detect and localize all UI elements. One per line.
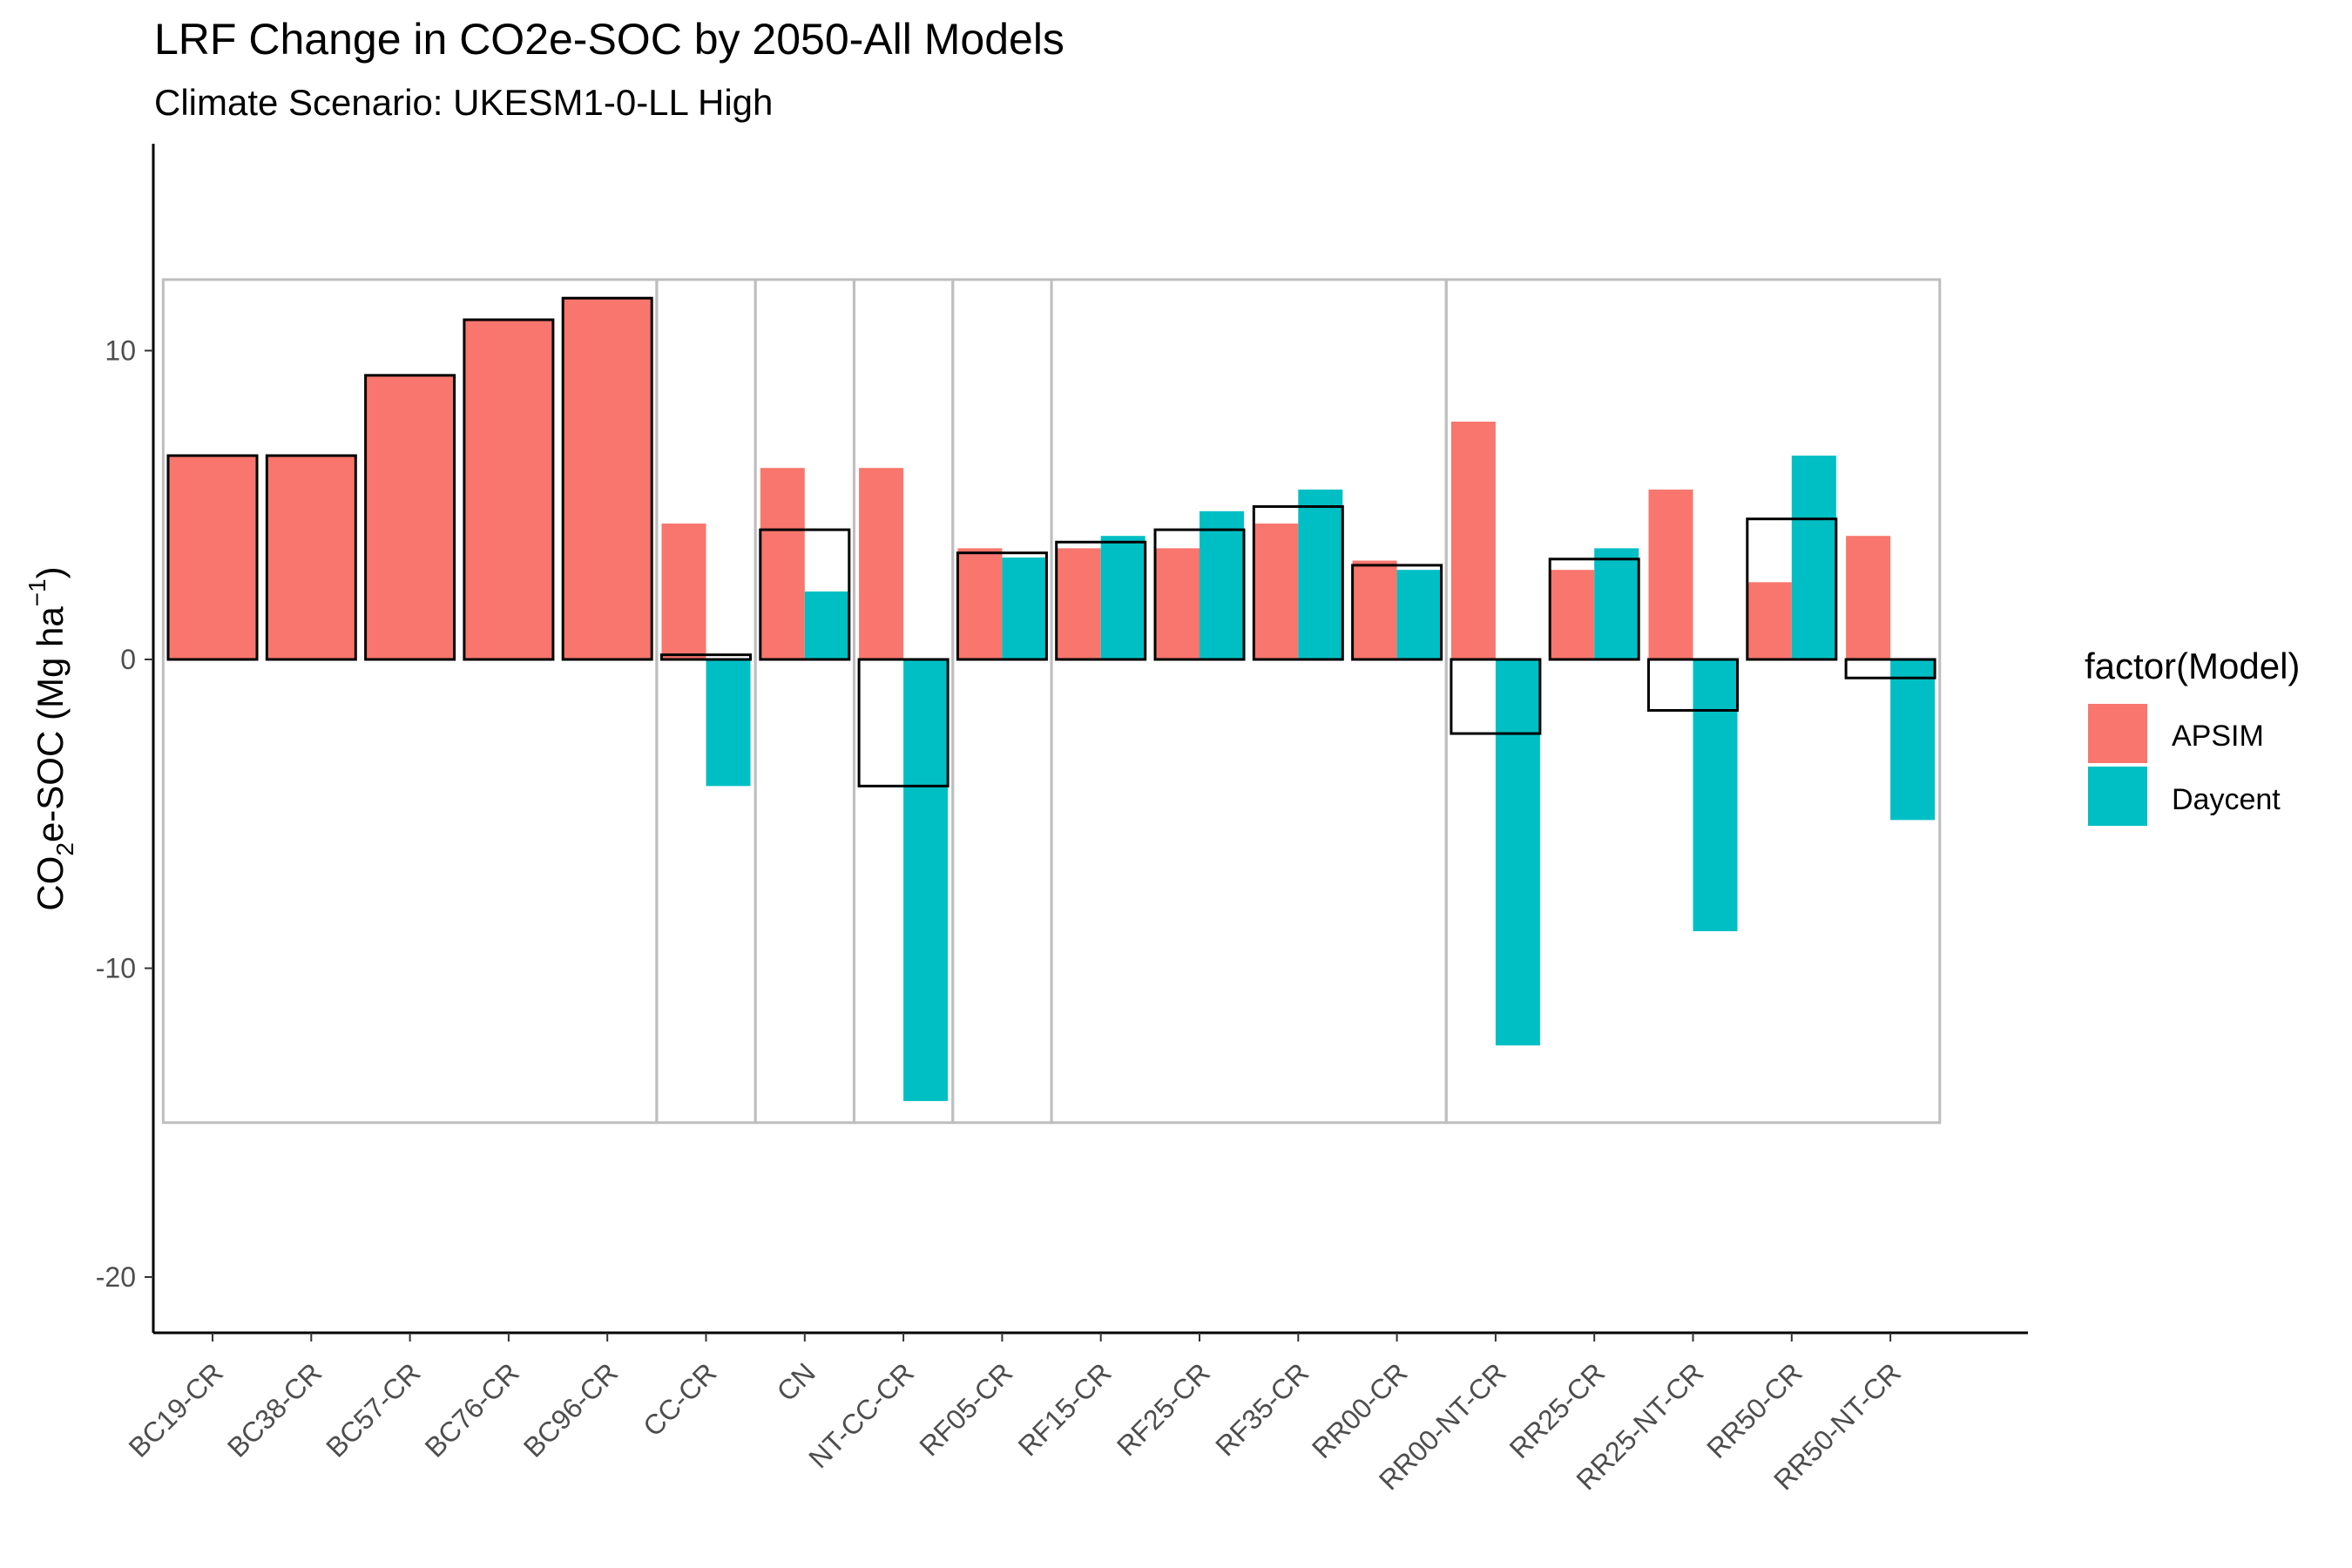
bar-apsim [1155,548,1200,659]
legend-label-apsim: APSIM [2172,720,2264,753]
y-tick-label: 10 [105,335,136,367]
mean-outline-bar [166,454,259,661]
x-tick-label: RF15-CR [1012,1356,1118,1462]
bar-daycent [1495,659,1540,1046]
mean-outline-bar [660,653,752,661]
x-tick-label: BC38-CR [221,1356,328,1463]
bar-apsim [1648,490,1693,659]
group-box [1050,278,1448,1125]
y-axis-title-sup: −1 [24,578,51,606]
x-tick-label: BC57-CR [320,1356,426,1463]
bar-daycent [1002,558,1047,659]
mean-outlines [166,296,1936,787]
bar-apsim [1450,422,1496,659]
mean-outline-bar [857,658,950,787]
bar-apsim [563,298,652,659]
bar-apsim [1056,548,1101,659]
group-boxes [161,278,1942,1125]
mean-outline-bar [463,318,555,661]
bar-daycent [706,659,751,787]
x-tick-label: CN [771,1356,821,1407]
mean-outline-bar [759,528,851,661]
mean-outline-bar [1450,658,1542,735]
x-tick-label: RF05-CR [913,1356,1018,1462]
x-tick-label: RF35-CR [1209,1356,1315,1462]
bar-apsim [957,548,1003,659]
y-axis-title: CO2e-SOC (Mg ha−1) [24,566,78,910]
bar-apsim [661,524,706,659]
bar-daycent [1100,536,1146,659]
mean-outline-bar [1844,658,1936,679]
mean-outline-bar [265,454,357,661]
bar-daycent [1396,570,1442,659]
bar-apsim [1254,524,1299,659]
mean-outline-bar [364,374,456,661]
legend-swatch-apsim [2088,704,2147,763]
mean-outline-bar [1351,564,1443,661]
bar-apsim [760,468,805,659]
bar-apsim [1550,570,1595,659]
bar-daycent [1298,490,1343,659]
y-ticks: 10 0 -10 -20 [96,335,153,1293]
x-tick-label: BC19-CR [123,1356,229,1463]
bar-apsim [1747,582,1792,659]
bar-daycent [1693,659,1738,931]
mean-outline-bar [561,296,653,661]
group-box [951,278,1053,1125]
y-axis-title-close: ) [30,566,71,578]
mean-outline-bar [1548,558,1640,661]
mean-outline-bar [1647,658,1739,712]
bar-apsim [859,468,904,659]
mean-outline-bar [1055,540,1147,661]
x-tick-label: RF25-CR [1111,1356,1216,1462]
y-axis-title-rest: e-SOC (Mg ha [30,606,71,842]
y-axis-title-sub: 2 [51,842,78,856]
bar-apsim [1352,560,1397,659]
bar-apsim [267,456,356,659]
group-box [1444,278,1942,1125]
y-axis-title-main: CO [30,856,71,911]
group-box [754,278,855,1125]
bar-daycent [804,591,849,659]
bar-daycent [1594,548,1639,659]
legend-swatch-daycent [2088,767,2147,826]
bar-daycent [1890,659,1936,821]
legend-title: factor(Model) [2085,645,2300,686]
bar-daycent [1791,456,1836,659]
x-tick-label: CC-CR [637,1356,722,1442]
mean-outline-bar [1153,528,1246,661]
bar-daycent [1200,510,1244,659]
bar-apsim [1846,536,1891,659]
bar-apsim [168,456,257,659]
bar-apsim [463,320,553,659]
bar-apsim [365,375,455,659]
x-tick-label: BC76-CR [419,1356,525,1463]
x-tick-label: NT-CC-CR [802,1356,920,1474]
y-tick-label: -20 [96,1261,136,1293]
bar-daycent [903,659,949,1101]
mean-outline-bar [1252,505,1344,661]
chart-subtitle: Climate Scenario: UKESM1-0-LL High [154,82,773,123]
chart-title: LRF Change in CO2e-SOC by 2050-All Model… [154,15,1064,64]
y-tick-label: 0 [120,644,136,675]
bars [168,298,1936,1101]
y-tick-label: -10 [96,953,136,984]
legend: factor(Model) APSIM Daycent [2085,645,2300,826]
legend-label-daycent: Daycent [2172,783,2281,816]
mean-outline-bar [956,551,1048,661]
x-tick-label: BC96-CR [517,1356,624,1463]
mean-outline-bar [1746,517,1838,661]
